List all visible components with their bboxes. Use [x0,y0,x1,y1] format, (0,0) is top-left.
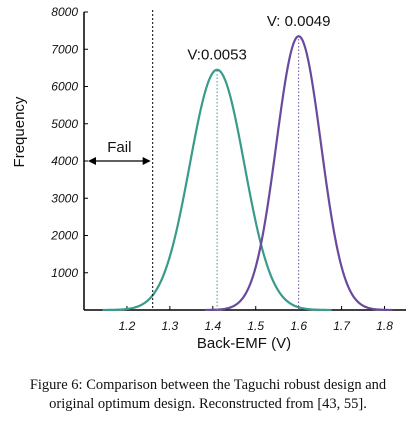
y-axis-label: Frequency [11,96,28,167]
figure-caption: Figure 6: Comparison between the Taguchi… [0,376,416,414]
x-tick-label: 1.4 [204,319,221,333]
x-axis-label: Back-EMF (V) [197,335,291,352]
tick-group: 1.2 1.3 1.4 1.5 1.6 1.7 1.8 1000 2000 3000 4000 500… [50,5,393,333]
y-tick-label: 5000 [51,117,78,131]
x-tick-label: 1.3 [162,319,179,333]
caption-line-1: Figure 6: Comparison between the Taguchi… [29,377,387,393]
y-tick-label: 8000 [51,5,78,19]
y-tick-label: 1000 [51,266,78,280]
caption-line-2: original optimum design. Reconstructed f… [49,396,367,412]
y-tick-label: 6000 [51,80,78,94]
x-tick-label: 1.5 [247,319,264,333]
x-tick-label: 1.6 [290,319,307,333]
series-group [102,35,393,312]
y-tick-label: 4000 [51,154,78,168]
annotation-group: V:0.0053 V: 0.0049 Fail [88,10,331,310]
x-tick-label: 1.7 [333,319,351,333]
series-line-optimum [204,35,393,312]
x-tick-label: 1.8 [376,319,393,333]
chart-area: 1.2 1.3 1.4 1.5 1.6 1.7 1.8 1000 2000 3000 4000 500… [11,5,406,352]
x-tick-label: 1.2 [119,319,136,333]
fail-label: Fail [107,139,131,156]
peak-variance-label: V: 0.0049 [267,13,331,30]
fail-arrow-left-head [88,157,96,165]
y-tick-label: 3000 [51,191,78,205]
y-tick-label: 2000 [50,229,78,243]
y-tick-label: 7000 [51,42,78,56]
series-line-robust [102,68,332,312]
peak-variance-label: V:0.0053 [187,47,247,64]
fail-arrow-right-head [142,157,151,165]
